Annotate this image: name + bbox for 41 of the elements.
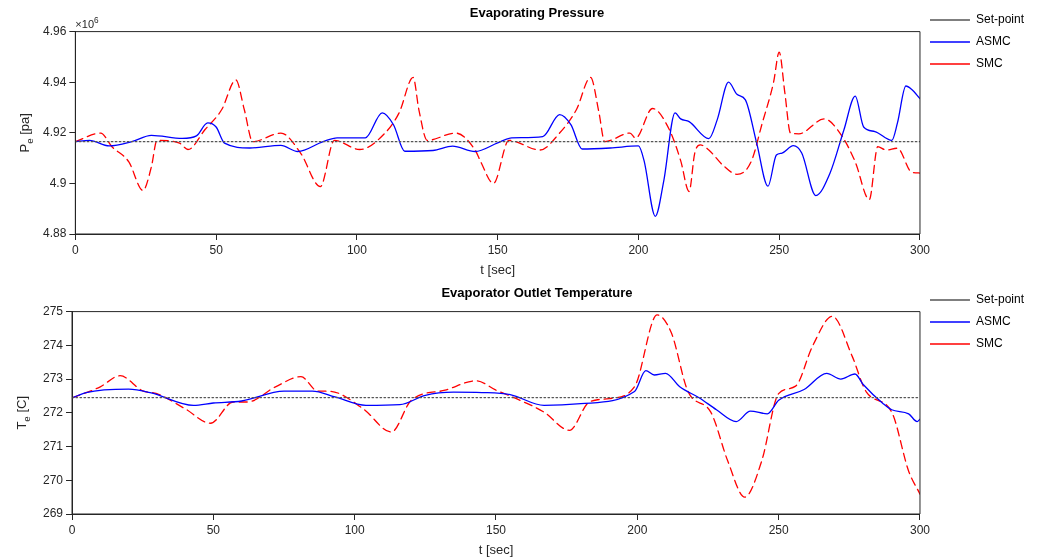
- y-tick-label: 4.88: [43, 226, 67, 241]
- x-tick-label: 50: [206, 522, 221, 537]
- x-tick-label: 200: [628, 242, 649, 257]
- legend-label: Set-point: [975, 292, 1025, 307]
- x-tick-label: 100: [344, 522, 365, 537]
- x-tick-label: 0: [72, 242, 80, 257]
- x-tick-label: 150: [487, 242, 508, 257]
- y-tick-label: 274: [42, 337, 64, 352]
- x-tick-label: 250: [768, 522, 789, 537]
- x-axis-title: t [sec]: [478, 541, 514, 557]
- y-axis-title: Pe [pa]: [17, 113, 36, 153]
- x-tick-label: 150: [485, 522, 507, 537]
- y-tick-label: 4.94: [43, 74, 67, 89]
- x-tick-label: 0: [68, 522, 76, 537]
- line-series: [75, 51, 920, 201]
- y-tick-label: 269: [42, 506, 64, 521]
- x-tick-label: 200: [627, 522, 648, 537]
- x-tick-label: 50: [209, 242, 224, 257]
- legend-label: Set-point: [975, 12, 1025, 27]
- x-tick-label: 250: [769, 242, 790, 257]
- x-tick-label: 300: [909, 242, 931, 257]
- y-tick-label: 271: [42, 438, 64, 453]
- x-tick-label: 300: [909, 522, 931, 537]
- legend-label: SMC: [975, 336, 1003, 351]
- legend-label: ASMC: [975, 34, 1011, 49]
- legend-label: SMC: [975, 56, 1003, 71]
- y-tick-label: 4.92: [43, 125, 67, 140]
- y-tick-label: 273: [42, 371, 64, 386]
- x-axis-title: t [sec]: [480, 261, 516, 277]
- line-series: [72, 369, 920, 423]
- y-tick-label: 270: [42, 472, 64, 487]
- y-tick-label: 4.9: [49, 175, 67, 190]
- y-tick-label: 272: [42, 405, 64, 420]
- chart-title: Evaporating Pressure: [469, 5, 605, 21]
- legend-label: ASMC: [975, 314, 1011, 329]
- y-axis-title: Te [C]: [14, 396, 32, 430]
- line-series: [75, 81, 920, 217]
- chart-title: Evaporator Outlet Temperature: [441, 285, 633, 301]
- y-tick-label: 275: [42, 303, 64, 318]
- x-tick-label: 100: [346, 242, 368, 257]
- y-tick-label: 4.96: [43, 23, 67, 38]
